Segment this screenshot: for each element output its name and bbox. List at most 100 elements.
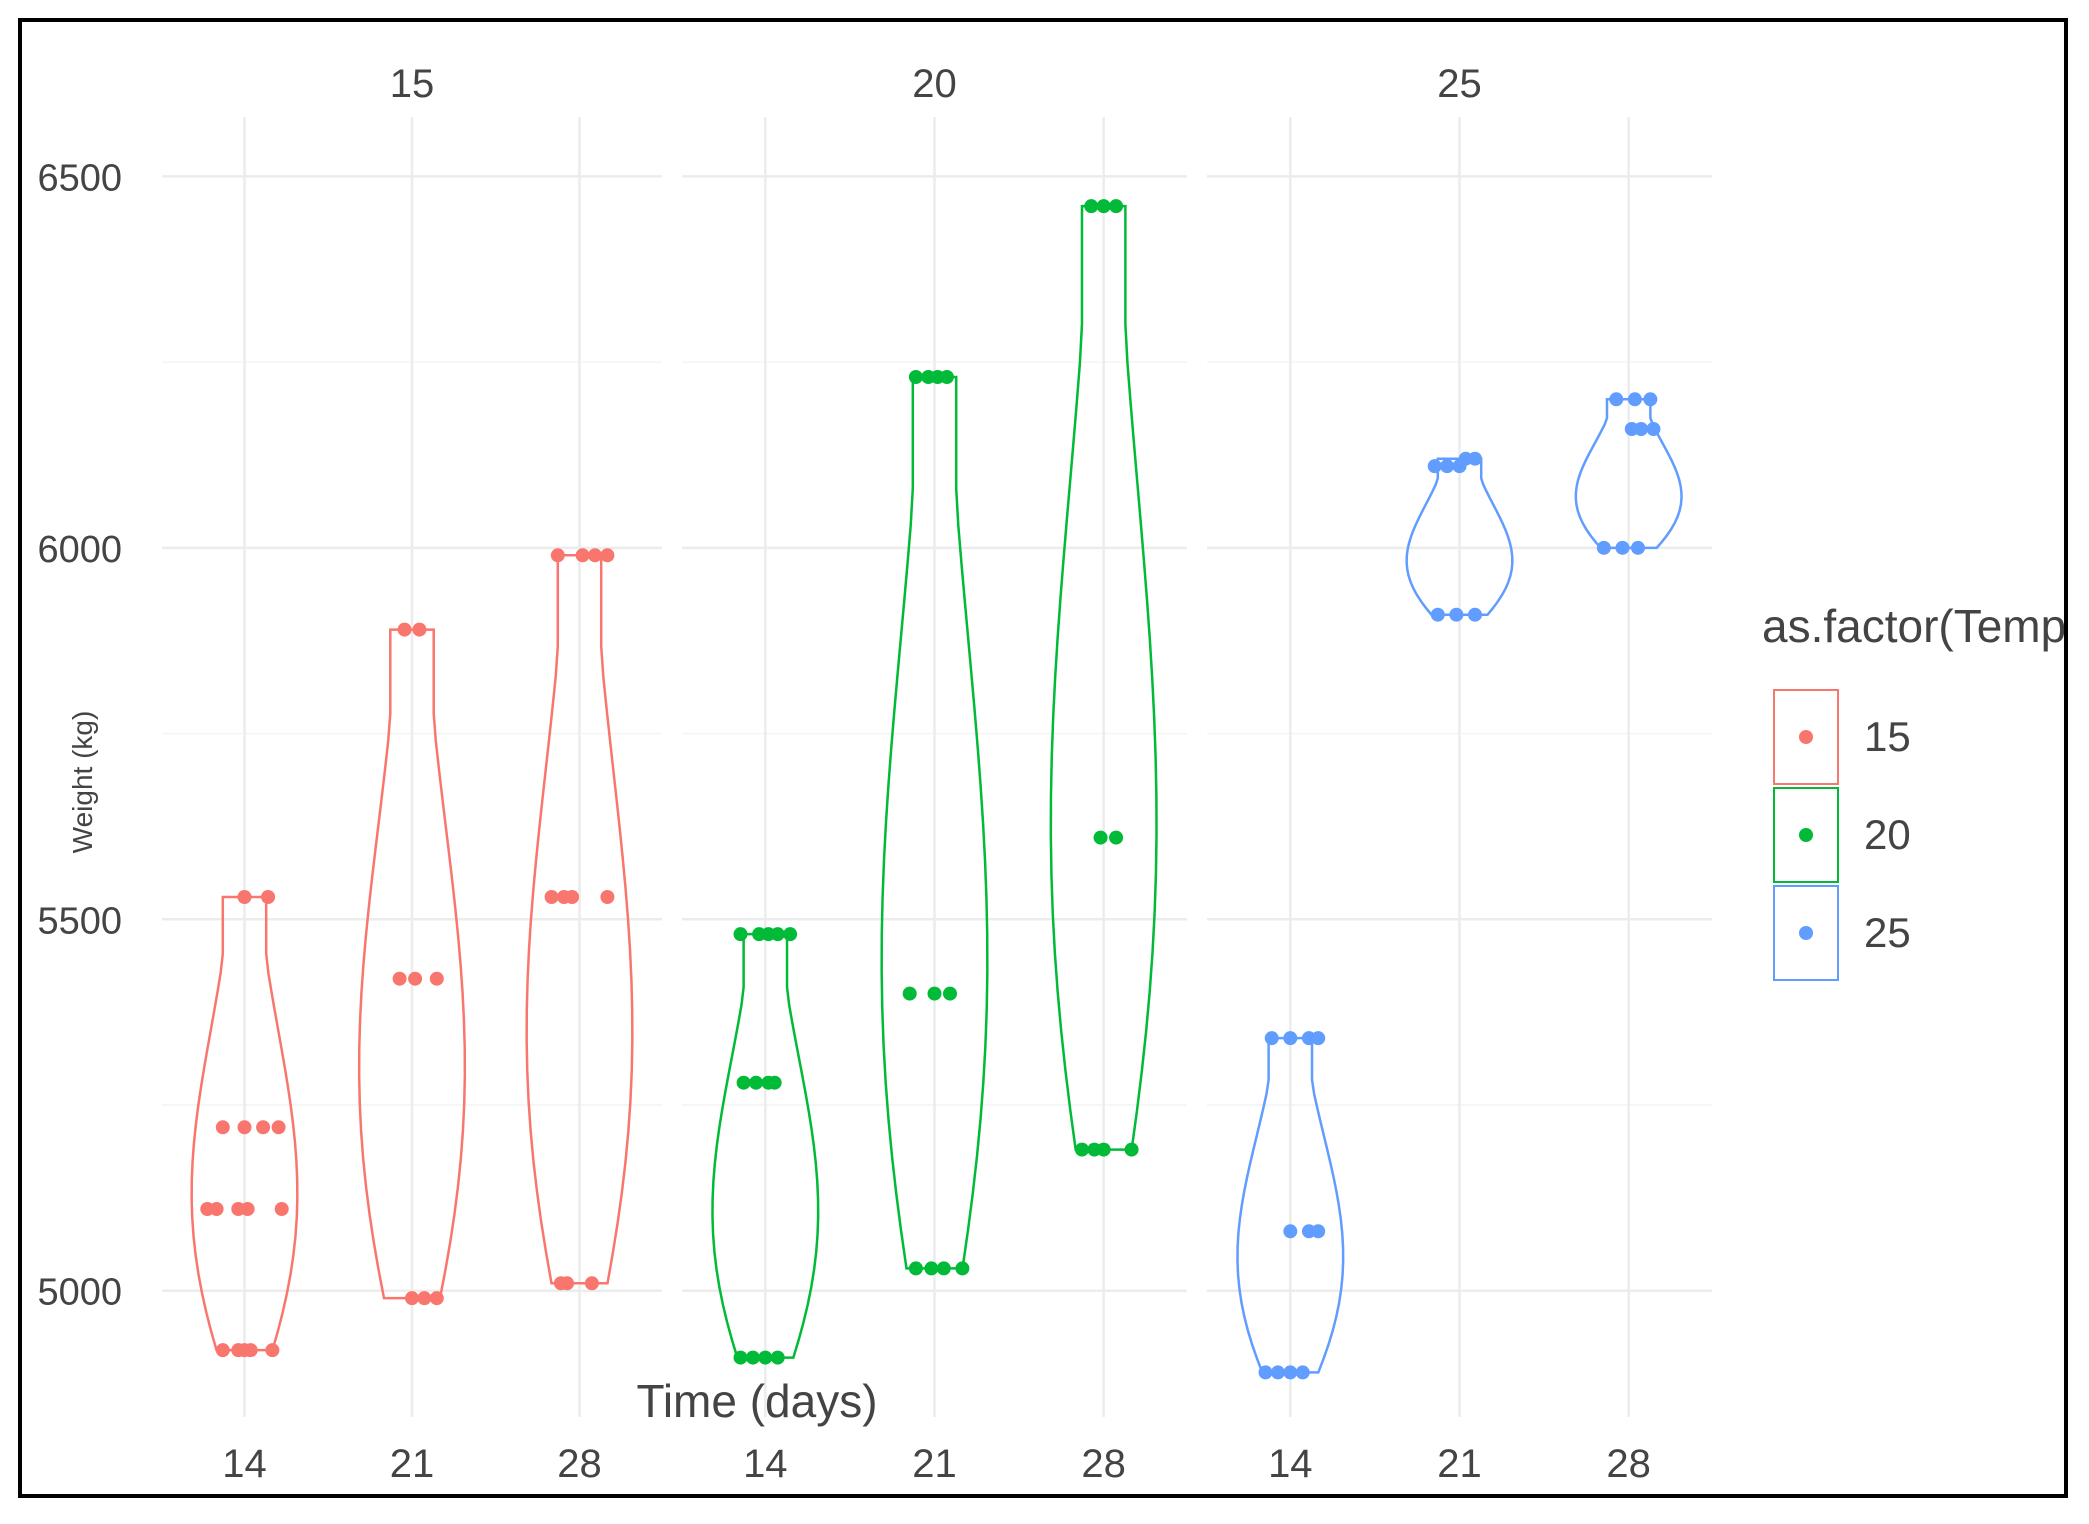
data-point-15-14 bbox=[231, 1343, 246, 1358]
data-point-25-21 bbox=[1427, 459, 1442, 474]
data-point-15-14 bbox=[271, 1120, 286, 1135]
y-tick-label: 5000 bbox=[37, 1272, 122, 1314]
legend-dot-20 bbox=[1799, 828, 1813, 842]
x-tick-label: 21 bbox=[390, 1442, 435, 1486]
chart-frame: 15 20 25 5000 5500 6000 6500 14 21 28 14 21 28 14 21 28… bbox=[18, 18, 2068, 1498]
data-point-20-14 bbox=[770, 1350, 785, 1365]
data-point-25-14 bbox=[1270, 1365, 1285, 1380]
data-point-15-14 bbox=[243, 1343, 258, 1358]
data-point-20-28 bbox=[1096, 1142, 1111, 1157]
x-tick-label: 28 bbox=[1606, 1442, 1651, 1486]
data-point-20-21 bbox=[943, 986, 957, 1001]
data-point-20-28 bbox=[1124, 1142, 1139, 1157]
x-axis-title: Time (days) bbox=[636, 1375, 877, 1427]
data-point-15-14 bbox=[215, 1120, 230, 1135]
data-point-20-28 bbox=[1096, 199, 1111, 214]
data-point-20-28 bbox=[1109, 830, 1124, 845]
data-point-25-21 bbox=[1430, 607, 1445, 622]
data-point-15-14 bbox=[274, 1202, 289, 1216]
data-point-15-21 bbox=[429, 1291, 444, 1306]
data-point-25-21 bbox=[1449, 607, 1464, 622]
data-point-25-14 bbox=[1283, 1031, 1298, 1046]
data-point-20-28 bbox=[1109, 199, 1124, 214]
data-point-20-14 bbox=[770, 927, 785, 942]
data-point-15-21 bbox=[417, 1291, 432, 1306]
data-point-25-21 bbox=[1468, 451, 1482, 466]
violin-chart: 15 20 25 5000 5500 6000 6500 14 21 28 14 21 28 14 21 28… bbox=[37, 62, 2064, 1486]
facet-label-25: 25 bbox=[1437, 62, 1482, 106]
legend-key-20 bbox=[1773, 787, 1839, 883]
data-point-25-14 bbox=[1258, 1365, 1273, 1380]
data-point-20-14 bbox=[733, 1350, 748, 1365]
data-point-25-14 bbox=[1311, 1031, 1326, 1046]
data-point-20-14 bbox=[767, 1075, 782, 1090]
violin-15-21 bbox=[357, 628, 467, 1300]
y-tick-label: 5500 bbox=[37, 900, 122, 942]
data-point-20-21 bbox=[939, 370, 954, 384]
data-point-25-28 bbox=[1609, 392, 1624, 407]
y-tick-label: 6500 bbox=[37, 157, 122, 199]
legend-title: as.factor(Temp) bbox=[1762, 600, 2064, 652]
legend-key-15 bbox=[1773, 689, 1839, 785]
data-point-15-14 bbox=[240, 1202, 255, 1216]
data-point-20-21 bbox=[924, 1261, 939, 1276]
data-point-20-14 bbox=[783, 927, 798, 942]
data-point-15-28 bbox=[600, 890, 615, 904]
facet-label-15: 15 bbox=[390, 62, 435, 106]
data-point-15-21 bbox=[405, 1291, 419, 1306]
data-point-15-21 bbox=[429, 971, 444, 986]
data-point-20-14 bbox=[749, 1075, 764, 1090]
data-point-15-28 bbox=[588, 548, 602, 563]
x-tick-label: 14 bbox=[222, 1442, 267, 1486]
x-tick-label: 21 bbox=[912, 1442, 957, 1486]
legend-label-25: 25 bbox=[1864, 909, 1911, 956]
legend-dot-15 bbox=[1799, 730, 1813, 744]
data-point-15-28 bbox=[584, 1276, 599, 1291]
data-point-15-14 bbox=[237, 890, 252, 904]
data-point-25-14 bbox=[1311, 1224, 1326, 1239]
data-point-15-28 bbox=[575, 548, 590, 563]
data-point-20-14 bbox=[736, 1075, 751, 1090]
data-point-25-14 bbox=[1283, 1365, 1298, 1380]
y-tick-label: 6000 bbox=[37, 529, 122, 571]
x-tick-label: 14 bbox=[743, 1442, 788, 1486]
y-axis-title: Weight (kg) bbox=[67, 711, 98, 854]
legend-label-15: 15 bbox=[1864, 713, 1911, 760]
data-point-15-21 bbox=[392, 971, 407, 986]
data-point-15-14 bbox=[209, 1202, 224, 1216]
data-point-25-21 bbox=[1468, 607, 1482, 622]
data-point-15-14 bbox=[256, 1120, 271, 1135]
data-point-20-21 bbox=[908, 370, 923, 384]
violin-20-21 bbox=[880, 375, 989, 1270]
data-point-15-28 bbox=[544, 890, 559, 904]
data-point-20-21 bbox=[908, 1261, 923, 1276]
data-point-25-28 bbox=[1596, 540, 1611, 555]
facet-label-20: 20 bbox=[912, 62, 957, 106]
data-point-20-28 bbox=[1093, 830, 1108, 845]
data-point-20-28 bbox=[1084, 199, 1099, 214]
x-tick-label: 14 bbox=[1268, 1442, 1313, 1486]
data-point-15-14 bbox=[215, 1343, 230, 1358]
data-point-20-21 bbox=[902, 986, 917, 1001]
data-point-15-28 bbox=[600, 548, 615, 563]
data-point-20-21 bbox=[936, 1261, 951, 1276]
data-point-25-28 bbox=[1634, 422, 1649, 436]
x-tick-label: 21 bbox=[1437, 1442, 1482, 1486]
data-point-15-21 bbox=[408, 971, 423, 986]
data-point-20-21 bbox=[955, 1261, 970, 1276]
data-point-20-21 bbox=[927, 986, 942, 1001]
data-point-15-28 bbox=[550, 548, 565, 563]
data-point-20-28 bbox=[1074, 1142, 1089, 1157]
data-point-25-14 bbox=[1264, 1031, 1279, 1046]
data-point-15-28 bbox=[560, 1276, 575, 1291]
data-point-20-14 bbox=[758, 1350, 773, 1365]
data-point-25-14 bbox=[1283, 1224, 1298, 1239]
data-point-25-28 bbox=[1646, 422, 1661, 436]
x-tick-label: 28 bbox=[557, 1442, 602, 1486]
data-point-25-14 bbox=[1295, 1365, 1310, 1380]
data-point-25-28 bbox=[1630, 540, 1645, 555]
data-point-15-21 bbox=[412, 622, 427, 637]
data-point-15-14 bbox=[265, 1343, 280, 1358]
legend-label-20: 20 bbox=[1864, 811, 1911, 858]
violin-20-28 bbox=[1049, 204, 1158, 1151]
